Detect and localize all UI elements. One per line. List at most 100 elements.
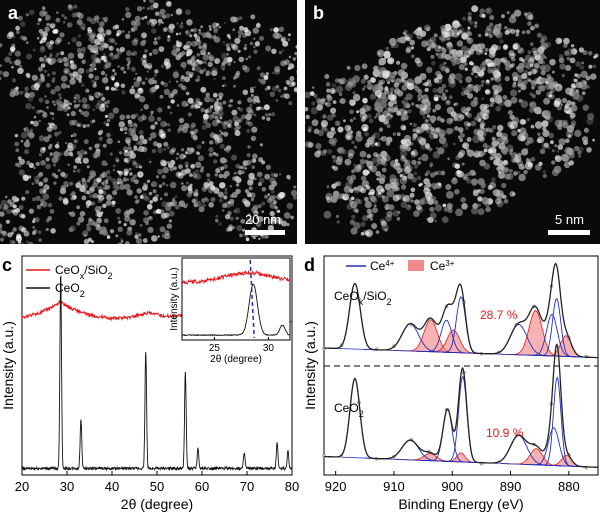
tem-particle (486, 8, 490, 12)
tem-particle (540, 70, 546, 76)
tem-particle (503, 199, 509, 204)
tem-particle (49, 153, 53, 157)
tem-particle (24, 149, 30, 155)
tem-particle (18, 169, 25, 176)
tem-particle (485, 58, 489, 63)
tem-particle (550, 88, 555, 94)
tem-particle (25, 72, 30, 78)
tem-particle (82, 103, 88, 109)
tem-particle (489, 156, 494, 161)
tem-particle (399, 177, 408, 185)
tem-particle (98, 45, 105, 51)
tem-particle (83, 159, 86, 162)
tem-particle (372, 207, 378, 214)
tem-particle (374, 142, 378, 146)
tem-particle (212, 35, 217, 40)
panel-label-a: a (8, 3, 19, 23)
tem-particle (159, 226, 166, 233)
inset-y-axis-label: Intensity (a.u.) (169, 267, 180, 330)
tem-particle (46, 22, 50, 27)
tem-particle (244, 167, 248, 170)
tem-particle (248, 55, 252, 59)
tem-particle (485, 103, 490, 109)
tem-particle (88, 193, 94, 199)
tem-particle (254, 41, 260, 47)
tem-particle (421, 40, 428, 48)
tem-particle (346, 175, 353, 182)
tem-particle (360, 232, 365, 236)
tem-particle (326, 131, 334, 139)
tem-particle (494, 75, 502, 83)
tem-particle (88, 146, 93, 151)
tem-image-a (0, 0, 297, 244)
tem-particle (33, 217, 36, 221)
tem-particle (479, 119, 485, 125)
tem-particle (517, 80, 525, 87)
tem-particle (184, 161, 189, 166)
tem-particle (219, 129, 222, 133)
tem-particle (379, 75, 382, 78)
tem-particle (167, 105, 171, 109)
tem-particle (429, 115, 437, 123)
tem-particle (101, 32, 106, 38)
tem-particle (360, 175, 367, 182)
inset-series-ceo2 (181, 283, 291, 337)
tem-particle (120, 237, 123, 241)
tem-particle (558, 54, 564, 59)
tem-particle (380, 82, 384, 85)
tem-particle (120, 83, 126, 89)
tem-particle (176, 152, 179, 156)
tem-particle (582, 104, 589, 111)
tem-particle (12, 240, 16, 244)
tem-particle (396, 37, 402, 43)
tem-particle (148, 0, 155, 4)
tem-particle (75, 75, 80, 80)
tem-particle (525, 157, 529, 161)
tem-particle (345, 181, 353, 190)
tem-particle (413, 164, 419, 169)
tem-particle (252, 153, 258, 159)
tem-particle (586, 147, 592, 153)
tem-particle (173, 70, 179, 76)
tem-particle (440, 52, 447, 59)
tem-particle (362, 97, 368, 104)
tem-particle (459, 56, 467, 64)
tem-particle (355, 134, 363, 142)
tem-particle (462, 142, 470, 150)
tem-particle (436, 116, 442, 121)
tem-particle (385, 46, 389, 51)
tem-particle (513, 171, 518, 176)
tem-particle (177, 172, 182, 177)
tem-particle (339, 98, 346, 104)
tem-particle (110, 54, 117, 60)
tem-particle (558, 57, 565, 64)
tem-particle (471, 207, 479, 215)
tem-particle (570, 104, 578, 112)
tem-particle (259, 35, 264, 41)
tem-particle (335, 120, 341, 127)
tem-particle (147, 216, 151, 220)
tem-particle (452, 24, 459, 31)
tem-particle (400, 116, 406, 122)
tem-particle (141, 32, 147, 39)
tem-particle (326, 95, 333, 102)
tem-particle (259, 72, 266, 78)
tem-particle (180, 53, 184, 57)
tem-particle (85, 204, 90, 209)
tem-particle (177, 129, 181, 134)
tem-particle (396, 217, 401, 221)
tem-particle (60, 107, 65, 112)
tem-particle (383, 118, 390, 125)
tem-particle (284, 93, 290, 99)
tem-particle (535, 89, 541, 95)
tem-particle (133, 145, 137, 149)
tem-particle (29, 9, 35, 16)
tem-particle (222, 209, 225, 212)
tem-particle (37, 17, 42, 22)
tem-particle (91, 201, 96, 206)
tem-particle (253, 113, 257, 117)
tem-particle (148, 115, 155, 122)
tem-particle (461, 162, 465, 166)
tem-particle (459, 131, 463, 134)
tem-particle (148, 191, 153, 196)
